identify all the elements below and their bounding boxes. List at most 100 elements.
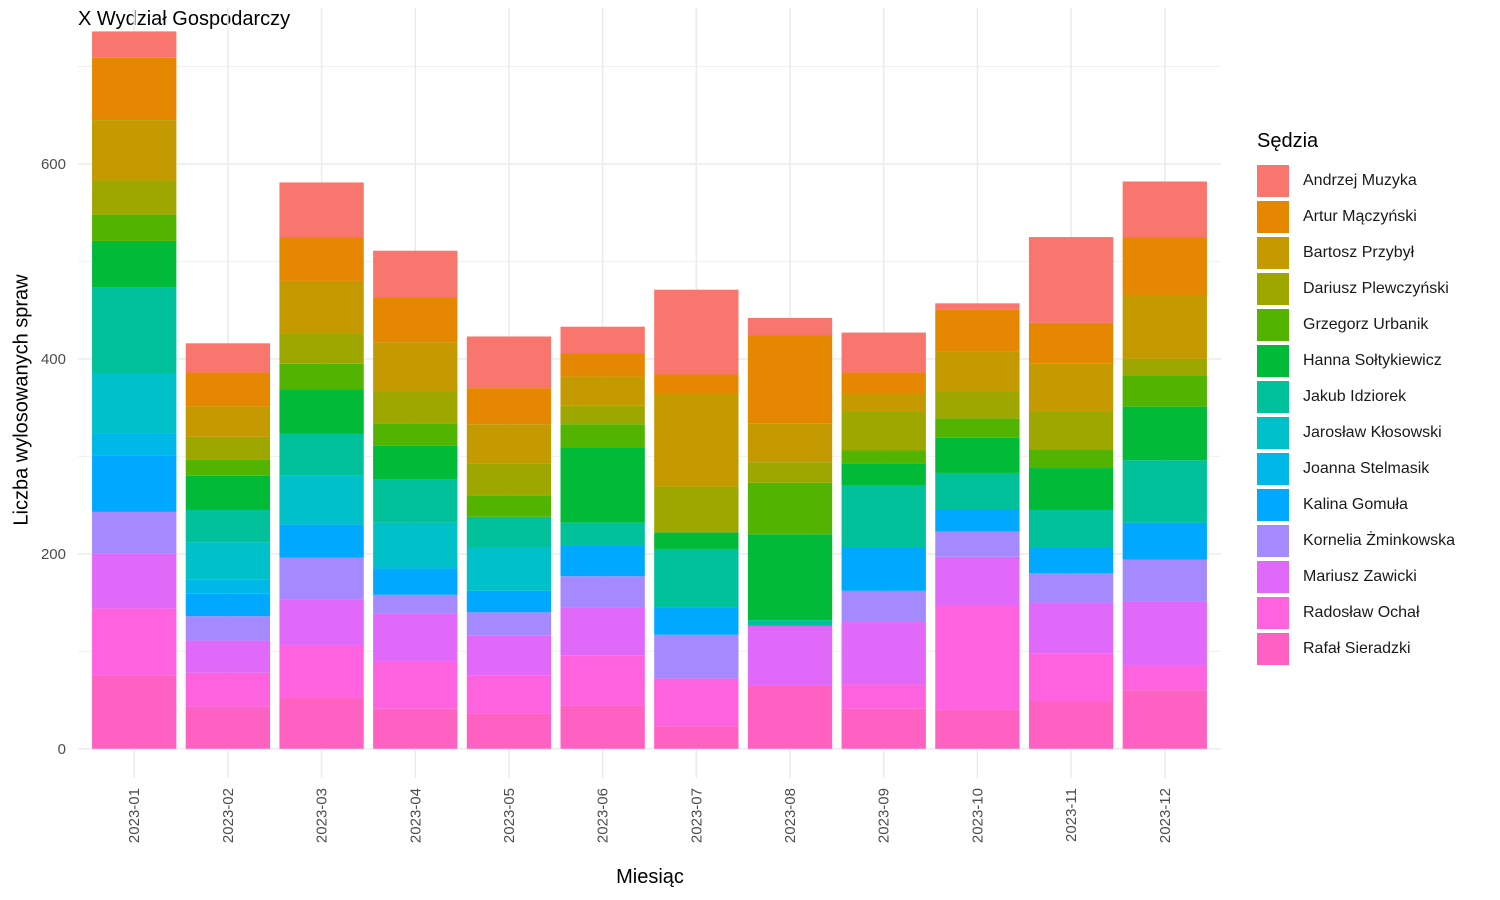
x-tick-label: 2023-01 <box>126 788 143 843</box>
legend-swatch <box>1257 309 1289 341</box>
legend-item: Grzegorz Urbanik <box>1257 307 1455 343</box>
legend-swatch <box>1257 237 1289 269</box>
y-tick-label: 400 <box>41 351 66 368</box>
bar-segment <box>935 531 1020 557</box>
bar-segment <box>373 522 458 569</box>
bar-segment <box>1028 363 1114 412</box>
legend-label: Grzegorz Urbanik <box>1303 316 1429 333</box>
bar-segment <box>747 335 833 424</box>
x-tick-label: 2023-05 <box>501 788 518 843</box>
bar-segment <box>185 593 271 617</box>
bar-segment <box>747 317 833 336</box>
legend-swatch <box>1257 489 1289 521</box>
bar-segment <box>747 625 833 686</box>
bar-segment <box>185 436 271 460</box>
bar-segment <box>466 516 552 547</box>
bar-segment <box>279 333 364 364</box>
bar-segment <box>92 433 177 456</box>
bar-segment <box>185 640 271 673</box>
bar-segment <box>1028 468 1114 510</box>
bar-segment <box>185 372 271 407</box>
legend-swatch <box>1257 453 1289 485</box>
bar-segment <box>92 180 177 215</box>
bar-segment <box>1122 690 1207 749</box>
bar-segment <box>373 391 458 424</box>
bar-segment <box>1028 449 1114 469</box>
legend-label: Rafał Sieradzki <box>1303 640 1411 657</box>
legend-item: Artur Mączyński <box>1257 199 1455 235</box>
bar-segment <box>373 297 458 343</box>
bar-segment <box>92 31 177 58</box>
bar-segment <box>560 326 645 354</box>
bar-segment <box>1028 653 1114 701</box>
bar-segment <box>279 645 364 698</box>
bar-segment <box>466 336 552 389</box>
bar-segment <box>185 406 271 437</box>
x-tick-label: 2023-02 <box>220 788 237 843</box>
y-tick-label: 600 <box>41 156 66 173</box>
bar-segment <box>1028 602 1114 654</box>
bar-segment <box>279 389 364 434</box>
bar-segment <box>185 459 271 476</box>
legend-swatch <box>1257 561 1289 593</box>
bar-segment <box>654 486 739 533</box>
legend-label: Hanna Sołtykiewicz <box>1303 352 1442 369</box>
legend-item: Rafał Sieradzki <box>1257 631 1455 667</box>
bar-segment <box>373 342 458 392</box>
bar-segment <box>747 685 833 749</box>
legend-label: Joanna Stelmasik <box>1303 460 1430 477</box>
x-tick-label: 2023-09 <box>876 788 893 843</box>
bar-segment <box>466 547 552 591</box>
bar-segment <box>747 620 833 626</box>
legend-item: Hanna Sołtykiewicz <box>1257 343 1455 379</box>
bar-segment <box>654 393 739 487</box>
legend-item: Mariusz Zawicki <box>1257 559 1455 595</box>
legend-title: Sędzia <box>1257 130 1319 152</box>
bar-segment <box>185 475 271 510</box>
bar-segment <box>654 532 739 549</box>
bar-segment <box>654 678 739 727</box>
legend-label: Jakub Idziorek <box>1303 388 1407 405</box>
bar-segment <box>466 463 552 496</box>
bar-segment <box>373 445 458 480</box>
bar-segment <box>935 709 1020 749</box>
bar-segment <box>747 462 833 483</box>
bar-segment <box>1028 411 1114 450</box>
bar-segment <box>185 579 271 594</box>
bar-segment <box>92 675 177 749</box>
bar-segment <box>1122 237 1207 296</box>
legend-swatch <box>1257 381 1289 413</box>
legend-label: Dariusz Plewczyński <box>1303 280 1449 297</box>
x-tick-label: 2023-11 <box>1063 788 1080 842</box>
legend-label: Kalina Gomuła <box>1303 496 1408 513</box>
bar-segment <box>1122 406 1207 461</box>
bar-segment <box>1122 375 1207 407</box>
bar-segment <box>373 594 458 614</box>
legend-label: Bartosz Przybył <box>1303 244 1415 261</box>
bar-segment <box>466 590 552 613</box>
legend-items: Andrzej Muzyka Artur Mączyński Bartosz Prz… <box>1257 163 1455 667</box>
bar-segment <box>279 524 364 558</box>
bar-segment <box>279 697 364 749</box>
bar-segment <box>654 548 739 608</box>
bar-segment <box>466 675 552 714</box>
bar-segment <box>92 553 177 609</box>
legend-label: Kornelia Żminkowska <box>1303 532 1456 549</box>
bar-segment <box>841 622 926 685</box>
x-tick-label: 2023-03 <box>314 788 331 843</box>
legend-label: Andrzej Muzyka <box>1303 172 1417 189</box>
bar-segment <box>1028 509 1114 548</box>
x-tick-label: 2023-04 <box>407 788 424 843</box>
bar-segment <box>935 437 1020 473</box>
bar-segment <box>92 287 177 374</box>
bar-segment <box>560 353 645 377</box>
legend-label: Radosław Ochał <box>1303 604 1420 621</box>
bar-segment <box>747 482 833 535</box>
bar-segment <box>560 545 645 577</box>
x-tick-label: 2023-10 <box>969 788 986 843</box>
bar-segment <box>1122 559 1207 602</box>
bar-segment <box>1122 665 1207 691</box>
y-tick-label: 200 <box>41 546 66 563</box>
bar-segment <box>935 392 1020 419</box>
bar-segment <box>279 433 364 476</box>
